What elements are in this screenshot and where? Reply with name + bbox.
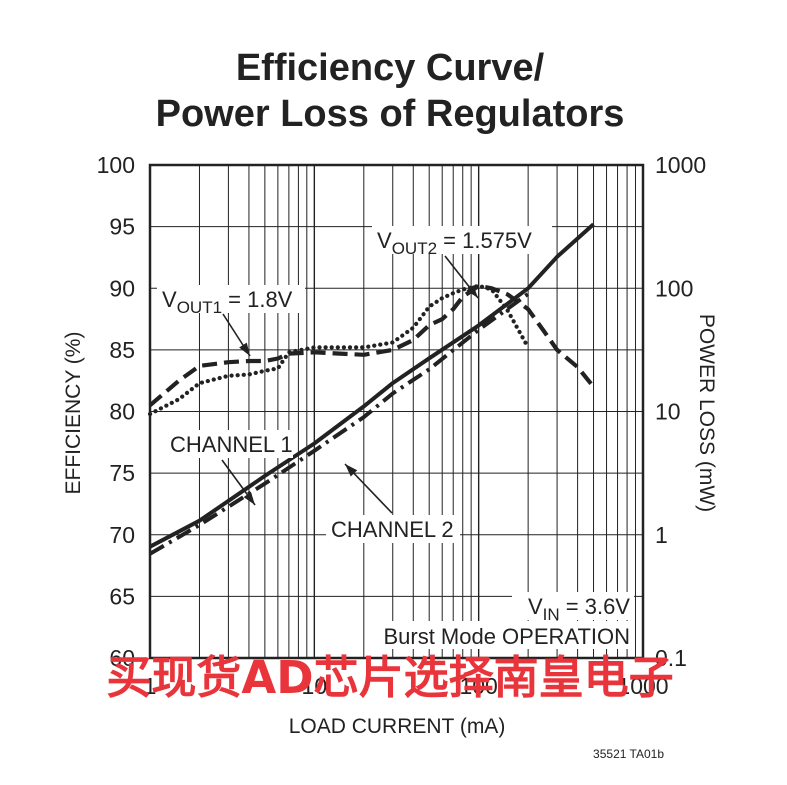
y-tick-label-left: 95 [109,214,135,240]
annotation-channel-1: CHANNEL 1 [170,432,293,457]
arrow-channel-1 [221,459,256,506]
y-tick-label-left: 80 [109,399,135,425]
figure-id: 35521 TA01b [593,747,664,761]
label-bg-vout2 [372,226,552,254]
y-tick-label-left: 85 [109,337,135,363]
label-bg-vin [512,592,634,620]
y-tick-label-right: 10 [655,399,681,425]
series-line-channel-2 [148,292,530,556]
label-bg-channel-1 [165,430,293,458]
y-axis-label-left: EFFICIENCY (%) [62,332,85,495]
x-tick-label: 10 [302,673,328,699]
x-axis-label: LOAD CURRENT (mA) [289,715,506,738]
x-tick-label: 1 [144,673,157,699]
x-tick-label: 100 [459,673,497,699]
chart-title-line-2: Power Loss of Regulators [156,93,625,135]
y-tick-label-left: 60 [109,645,135,671]
annotation-vout2: VOUT2 = 1.575V [377,228,532,258]
annotation-burst-mode: Burst Mode OPERATION [383,624,630,649]
curves [147,222,596,556]
arrow-vout1 [222,313,251,357]
annotation-vin: VIN = 3.6V [528,594,630,624]
plot-frame [148,163,645,660]
arrow-vout2 [444,255,479,299]
annotations: VOUT2 = 1.575V VOUT1 = 1.8V CHANNEL 1 CHANN… [157,226,634,649]
annotation-vout1: VOUT1 = 1.8V [162,287,293,317]
y-tick-label-left: 100 [97,152,135,178]
y-tick-label-left: 70 [109,522,135,548]
chart-title-line-1: Efficiency Curve/ [236,47,545,89]
arrow-channel-2 [344,463,393,514]
y-tick-label-left: 65 [109,583,135,609]
series-line-vout2-1-575v [147,283,531,417]
y-tick-label-right: 0.1 [655,645,687,671]
y-tick-label-right: 100 [655,275,693,301]
watermark-text: 买现货AD芯片选择南皇电子 [106,651,673,704]
series-line-channel-1 [149,222,595,549]
label-bg-vout1 [157,285,305,313]
y-tick-label-left: 75 [109,460,135,486]
y-tick-label-left: 90 [109,275,135,301]
annotation-channel-2: CHANNEL 2 [331,517,454,542]
y-axis-label-right: POWER LOSS (mW) [695,314,718,512]
tick-labels: 60 65 70 75 80 85 90 95 100 0.1 1 10 100 1000 1 10 100 10… [97,152,707,699]
series-line-vout1-1-8v [148,283,596,407]
y-tick-label-right: 1000 [655,152,706,178]
x-tick-label: 1000 [617,673,668,699]
y-tick-label-right: 1 [655,522,668,548]
label-bg-channel-2 [326,515,460,543]
label-bg-burst-mode [372,621,634,649]
